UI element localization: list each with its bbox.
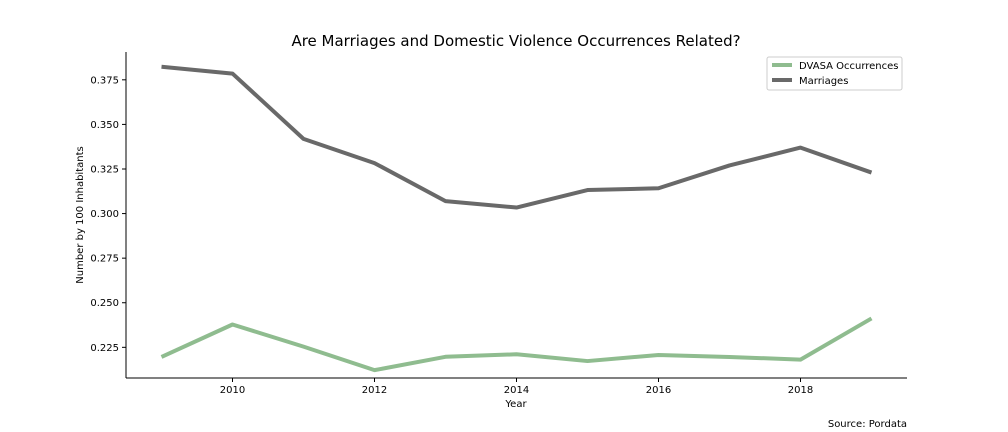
legend-label-dvasa: DVASA Occurrences: [799, 61, 899, 72]
x-tick-label: 2018: [788, 385, 813, 396]
y-tick-label: 0.300: [90, 209, 119, 220]
x-tick-label: 2016: [646, 385, 671, 396]
series-line-marriages: [161, 64, 873, 210]
legend-label-marriages: Marriages: [799, 76, 848, 87]
x-tick-label: 2014: [504, 385, 529, 396]
y-tick-label: 0.350: [90, 120, 119, 131]
source-note: Source: Pordata: [828, 419, 907, 430]
y-axis-ticks: 0.225 0.250 0.275 0.300 0.325 0.350 0.375: [90, 75, 126, 354]
y-tick-label: 0.225: [90, 343, 119, 354]
legend: DVASA Occurrences Marriages: [766, 56, 903, 91]
y-tick-label: 0.375: [90, 75, 119, 86]
y-axis-title: Number by 100 Inhabitants: [75, 146, 86, 283]
series-lines: [160, 64, 873, 373]
y-tick-label: 0.325: [90, 164, 119, 175]
y-tick-label: 0.275: [90, 254, 119, 265]
x-tick-label: 2010: [220, 385, 245, 396]
x-tick-label: 2012: [362, 385, 387, 396]
x-axis-title: Year: [504, 399, 527, 410]
x-axis-ticks: 2010 2012 2014 2016 2018: [220, 378, 813, 396]
legend-box: [766, 56, 903, 91]
chart-title: Are Marriages and Domestic Violence Occu…: [291, 32, 740, 50]
y-tick-label: 0.250: [90, 298, 119, 309]
series-line-dvasa: [160, 316, 873, 373]
